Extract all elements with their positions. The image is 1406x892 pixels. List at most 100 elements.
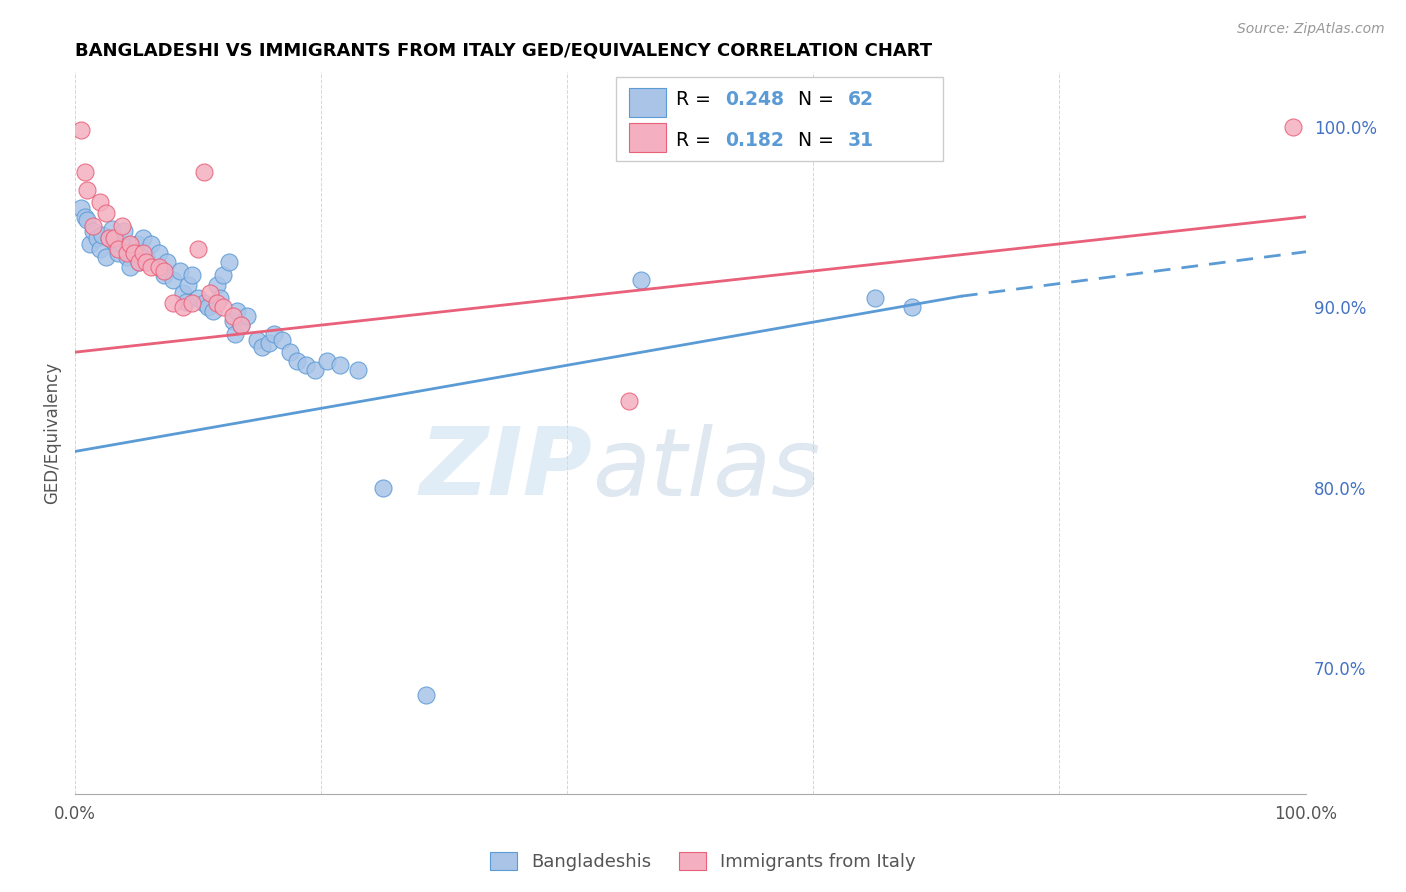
Point [197, 300, 219, 314]
Point [172, 300, 194, 314]
Point [205, 296, 228, 310]
Y-axis label: GED/Equivalency: GED/Equivalency [44, 362, 60, 505]
Point [263, 327, 285, 342]
Point [221, 309, 243, 323]
Point [101, 222, 124, 236]
Point [152, 268, 174, 282]
Point [89, 242, 111, 256]
Point [94, 250, 117, 264]
Point [205, 278, 228, 293]
Text: BANGLADESHI VS IMMIGRANTS FROM ITALY GED/EQUIVALENCY CORRELATION CHART: BANGLADESHI VS IMMIGRANTS FROM ITALY GED… [75, 42, 932, 60]
Point [128, 255, 150, 269]
Point [125, 236, 148, 251]
Text: R =: R = [675, 89, 717, 109]
Point [122, 246, 145, 260]
Point [231, 318, 253, 332]
Point [630, 273, 652, 287]
Point [863, 291, 886, 305]
Point [221, 314, 243, 328]
Point [107, 242, 129, 256]
Bar [628, 123, 665, 152]
Point [1282, 120, 1305, 134]
Point [89, 195, 111, 210]
FancyBboxPatch shape [616, 78, 942, 161]
Point [135, 255, 157, 269]
Point [91, 227, 114, 242]
Text: ZIP: ZIP [419, 424, 592, 516]
Point [209, 291, 232, 305]
Point [304, 363, 326, 377]
Point [180, 268, 202, 282]
Point [231, 318, 253, 332]
Point [347, 363, 370, 377]
Point [111, 219, 134, 233]
Point [152, 264, 174, 278]
Point [112, 224, 135, 238]
Point [187, 291, 209, 305]
Point [115, 250, 138, 264]
Point [193, 296, 215, 310]
Point [162, 273, 184, 287]
Point [187, 242, 209, 256]
Point [141, 260, 163, 275]
Text: atlas: atlas [592, 424, 820, 515]
Point [70, 201, 93, 215]
Point [201, 303, 224, 318]
Point [901, 300, 924, 314]
Text: Source: ZipAtlas.com: Source: ZipAtlas.com [1237, 22, 1385, 37]
Point [415, 688, 437, 702]
Point [76, 183, 98, 197]
Point [218, 255, 240, 269]
Point [156, 255, 179, 269]
Point [259, 336, 281, 351]
Point [98, 231, 121, 245]
Point [172, 285, 194, 300]
Point [371, 481, 394, 495]
Point [103, 235, 125, 249]
Text: N =: N = [786, 130, 841, 150]
Point [295, 358, 318, 372]
Point [73, 164, 96, 178]
Point [82, 224, 104, 238]
Point [250, 340, 273, 354]
Point [236, 309, 259, 323]
Point [162, 296, 184, 310]
Point [174, 294, 197, 309]
Text: 0.182: 0.182 [724, 130, 783, 150]
Point [280, 345, 302, 359]
Point [180, 296, 202, 310]
Point [211, 268, 233, 282]
Bar [628, 88, 665, 117]
Text: 0.248: 0.248 [724, 89, 783, 109]
Point [211, 300, 233, 314]
Text: R =: R = [675, 130, 717, 150]
Point [316, 354, 339, 368]
Point [131, 231, 153, 245]
Point [70, 123, 93, 137]
Point [79, 236, 101, 251]
Point [226, 303, 249, 318]
Point [120, 236, 142, 251]
Point [76, 213, 98, 227]
Point [111, 236, 134, 251]
Legend: Bangladeshis, Immigrants from Italy: Bangladeshis, Immigrants from Italy [482, 845, 924, 879]
Point [169, 264, 191, 278]
Point [200, 285, 222, 300]
Point [98, 231, 121, 245]
Point [94, 206, 117, 220]
Point [193, 164, 215, 178]
Point [285, 354, 308, 368]
Point [617, 393, 640, 408]
Point [86, 231, 108, 245]
Point [73, 210, 96, 224]
Point [224, 327, 246, 342]
Text: N =: N = [786, 89, 841, 109]
Text: 31: 31 [848, 130, 873, 150]
Point [246, 333, 269, 347]
Point [82, 219, 104, 233]
Point [128, 255, 150, 269]
Point [135, 250, 157, 264]
Point [115, 246, 138, 260]
Point [120, 260, 142, 275]
Point [141, 236, 163, 251]
